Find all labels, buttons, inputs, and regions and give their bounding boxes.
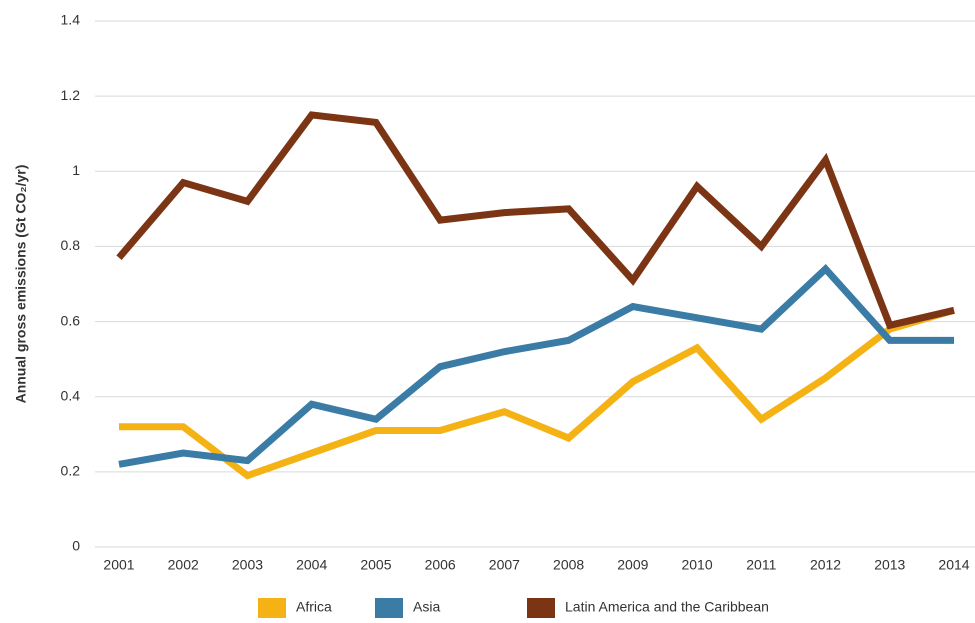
x-tick-label: 2002 xyxy=(168,557,199,573)
y-axis-label: Annual gross emissions (Gt CO₂/yr) xyxy=(13,165,29,404)
legend-swatch xyxy=(375,598,403,618)
y-tick-label: 1.2 xyxy=(61,87,81,103)
series-line xyxy=(119,306,955,480)
legend-label: Africa xyxy=(296,599,332,615)
legend-swatch xyxy=(258,598,286,618)
x-tick-label: 2014 xyxy=(938,557,969,573)
legend-label: Asia xyxy=(413,599,440,615)
x-tick-label: 2001 xyxy=(103,557,134,573)
x-tick-label: 2008 xyxy=(553,557,584,573)
y-tick-label: 0.8 xyxy=(61,237,81,253)
x-tick-label: 2012 xyxy=(810,557,841,573)
y-tick-label: 0.6 xyxy=(61,312,81,328)
legend-swatch xyxy=(527,598,555,618)
x-tick-label: 2007 xyxy=(489,557,520,573)
x-tick-label: 2009 xyxy=(617,557,648,573)
y-tick-label: 1 xyxy=(72,162,80,178)
x-tick-label: 2003 xyxy=(232,557,263,573)
x-tick-label: 2004 xyxy=(296,557,327,573)
y-tick-label: 0 xyxy=(72,538,80,554)
x-tick-label: 2005 xyxy=(360,557,391,573)
x-tick-label: 2010 xyxy=(681,557,712,573)
y-tick-label: 1.4 xyxy=(61,12,81,28)
y-tick-label: 0.4 xyxy=(61,387,81,403)
legend-label: Latin America and the Caribbean xyxy=(565,599,769,615)
x-tick-label: 2011 xyxy=(746,557,776,573)
series-line xyxy=(116,111,955,330)
x-tick-label: 2013 xyxy=(874,557,905,573)
x-tick-label: 2006 xyxy=(425,557,456,573)
y-tick-label: 0.2 xyxy=(61,463,81,479)
series-line xyxy=(118,263,954,468)
